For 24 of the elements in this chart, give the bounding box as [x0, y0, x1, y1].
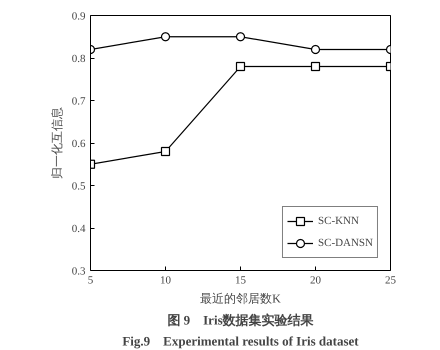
x-tick-label: 20 [310, 274, 322, 286]
x-tick-label: 10 [160, 274, 172, 286]
point [310, 62, 320, 72]
point [236, 62, 246, 72]
x-tick-label: 25 [385, 274, 396, 286]
y-tick-label: 0.9 [72, 10, 86, 22]
legend-label: SC-DANSN [318, 237, 373, 249]
caption: 图 9 Iris数据集实验结果 [167, 312, 315, 328]
y-tick-label: 0.3 [72, 266, 86, 278]
x-axis-title: 最近的邻居数K [200, 292, 282, 306]
point [160, 32, 170, 42]
caption: Fig.9 Experimental results of Iris dataset [122, 334, 360, 348]
point [236, 32, 246, 42]
legend-label: SC-KNN [318, 215, 359, 227]
y-axis-title: 归一化互信息 [50, 107, 64, 179]
y-tick-label: 0.8 [72, 53, 86, 65]
y-tick-label: 0.5 [72, 180, 86, 192]
x-tick-label: 15 [235, 274, 246, 286]
y-tick-label: 0.7 [72, 96, 86, 108]
y-tick-label: 0.6 [72, 138, 86, 150]
x-tick-label: 5 [88, 274, 94, 286]
point [160, 146, 170, 156]
point [310, 44, 320, 54]
y-tick-label: 0.4 [72, 223, 86, 235]
